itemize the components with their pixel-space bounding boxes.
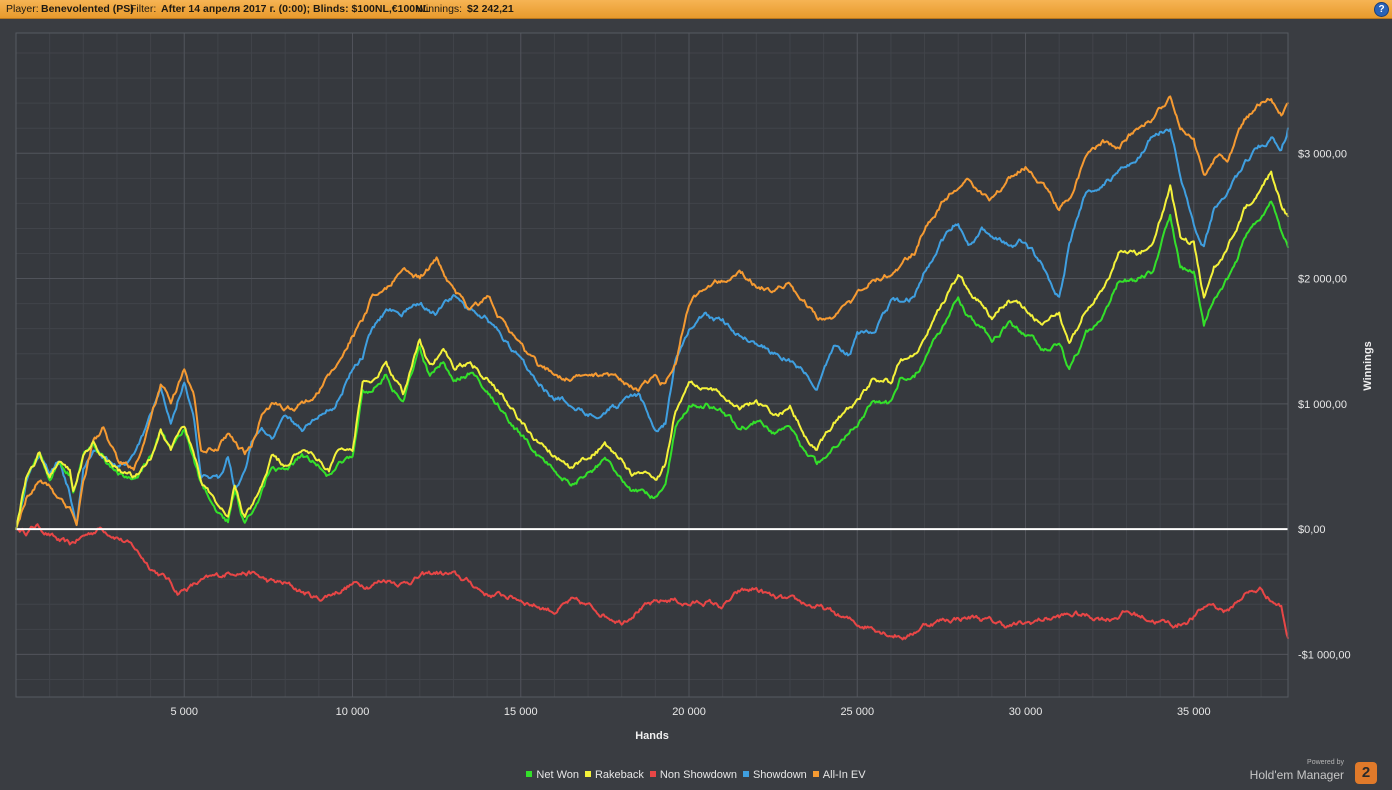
filter-value: After 14 апреля 2017 г. (0:00); Blinds: … [161,3,430,15]
legend: Net Won Rakeback Non Showdown Showdown All-I… [0,769,1392,781]
winnings-value: $2 242,21 [467,3,514,15]
legend-label: Net Won [536,769,579,781]
legend-item-net-won[interactable]: Net Won [526,769,579,781]
legend-swatch [649,771,656,777]
series-line-all-in-ev [15,95,1289,531]
winnings-label: Winnings: [416,3,463,15]
x-axis-label: Hands [635,730,669,742]
x-axis-ticks: 5 000 10 000 15 000 20 000 25 000 30 000 35 00… [170,706,1210,718]
x-tick-label: 30 000 [1009,706,1043,718]
x-tick-label: 35 000 [1177,706,1211,718]
player-value: Benevolented (PS) [41,3,134,15]
x-tick-label: 20 000 [672,706,706,718]
legend-swatch [812,771,819,777]
legend-label: All-In EV [822,769,866,781]
legend-swatch [526,771,533,777]
plot-background [16,33,1288,697]
series-line-showdown [15,127,1289,531]
help-icon[interactable]: ? [1374,2,1389,17]
legend-item-showdown[interactable]: Showdown [742,769,807,781]
product-name: Hold'em Manager [1249,768,1344,782]
y-axis-ticks: -$1 000,00 $0,00 $1 000,00 $2 000,00 $3 000,… [1298,148,1351,661]
x-tick-label: 10 000 [336,706,370,718]
hem-logo-icon: 2 [1355,762,1377,784]
player-label: Player: [6,3,39,15]
header-bar: Player: Benevolented (PS) Filter: After … [0,0,1392,19]
x-tick-label: 15 000 [504,706,538,718]
y-tick-label: $2 000,00 [1298,274,1347,286]
x-tick-label: 25 000 [840,706,874,718]
legend-swatch [742,771,749,777]
legend-label: Rakeback [594,769,644,781]
powered-by-text: Powered by [1307,759,1344,766]
legend-swatch [584,771,591,777]
series-layer [15,95,1289,641]
y-axis-label: Winnings [1362,341,1374,390]
series-line-net-won [15,200,1289,531]
plot-frame [15,32,1289,698]
legend-item-rakeback[interactable]: Rakeback [584,769,644,781]
filter-label: Filter: [130,3,157,15]
series-line-rakeback [15,170,1289,531]
y-tick-label: $1 000,00 [1298,399,1347,411]
y-tick-label: -$1 000,00 [1298,649,1351,661]
legend-label: Non Showdown [659,769,737,781]
legend-label: Showdown [752,769,807,781]
legend-item-all-in-ev[interactable]: All-In EV [812,769,866,781]
y-tick-label: $3 000,00 [1298,148,1347,160]
legend-item-non-showdown[interactable]: Non Showdown [649,769,737,781]
branding: Powered by Hold'em Manager 2 [1232,758,1382,788]
x-tick-label: 5 000 [170,706,198,718]
y-tick-label: $0,00 [1298,524,1326,536]
grid-major [16,33,1288,697]
series-line-non-showdown [15,523,1289,641]
